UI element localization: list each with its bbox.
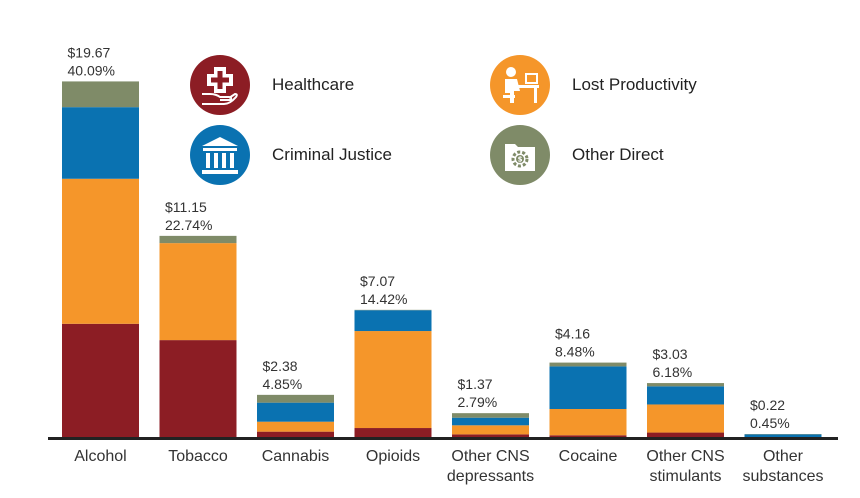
total-percent-label: 14.42% — [360, 291, 407, 307]
total-percent-label: 0.45% — [750, 415, 790, 431]
bar-1-other-direct — [159, 235, 237, 244]
category-label: depressants — [447, 468, 534, 485]
total-percent-label: 8.48% — [555, 344, 595, 360]
legend-label-healthcare: Healthcare — [272, 75, 355, 94]
total-percent-label: 6.18% — [653, 364, 693, 380]
bar-5-other-direct — [549, 362, 627, 367]
total-amount-label: $7.07 — [360, 273, 395, 289]
bar-5-criminal-justice — [549, 366, 627, 409]
bar-0-lost-productivity — [62, 178, 139, 324]
category-label: Cannabis — [262, 448, 330, 465]
bar-6-healthcare — [647, 432, 724, 438]
category-label: substances — [743, 468, 824, 485]
total-amount-label: $19.67 — [68, 44, 111, 60]
total-percent-label: 40.09% — [68, 62, 115, 78]
bar-0-healthcare — [62, 323, 139, 438]
legend-label-other-direct: Other Direct — [572, 145, 664, 164]
bar-2-other-direct — [257, 394, 334, 403]
legend-label-criminal-justice: Criminal Justice — [272, 145, 392, 164]
bar-4-other-direct — [452, 413, 529, 418]
category-label: Alcohol — [74, 448, 126, 465]
total-percent-label: 22.74% — [165, 217, 212, 233]
bar-5-lost-productivity — [549, 408, 627, 436]
category-labels-group: Alcohol Tobacco Cannabis Opioids Other CNS de… — [74, 448, 823, 485]
courthouse-icon — [190, 125, 250, 185]
worker-at-desk-icon — [490, 55, 550, 115]
total-amount-label: $11.15 — [165, 199, 207, 215]
bar-3-healthcare — [354, 428, 432, 438]
total-amount-label: $2.38 — [263, 358, 298, 374]
bar-2-criminal-justice — [257, 402, 334, 422]
healthcare-hand-cross-icon — [190, 55, 250, 115]
total-amount-label: $0.22 — [750, 397, 785, 413]
legend-label-lost-productivity: Lost Productivity — [572, 75, 697, 94]
bar-0-other-direct — [62, 81, 139, 108]
category-label: Other CNS — [451, 448, 529, 465]
legend-item-lost-productivity: Lost Productivity — [490, 55, 697, 115]
category-label: Opioids — [366, 448, 420, 465]
bar-0-criminal-justice — [62, 107, 139, 179]
svg-text:$: $ — [518, 156, 523, 164]
bar-3-criminal-justice — [354, 310, 432, 332]
category-label: Cocaine — [559, 448, 618, 465]
legend-item-healthcare: Healthcare — [190, 55, 354, 115]
value-labels-group: $19.67 40.09% $11.15 22.74% $2.38 4.85% $7.07 1… — [68, 44, 790, 431]
category-label: stimulants — [649, 468, 721, 485]
total-amount-label: $4.16 — [555, 326, 590, 342]
bar-1-healthcare — [159, 340, 237, 438]
bar-1-lost-productivity — [159, 243, 237, 341]
bar-6-other-direct — [647, 383, 724, 387]
total-percent-label: 4.85% — [263, 376, 303, 392]
bar-5-healthcare — [549, 435, 627, 438]
total-amount-label: $1.37 — [458, 376, 493, 392]
total-percent-label: 2.79% — [458, 394, 498, 410]
bars-group — [62, 81, 822, 438]
bar-4-criminal-justice — [452, 417, 529, 426]
bar-4-lost-productivity — [452, 425, 529, 435]
bar-2-healthcare — [257, 431, 334, 438]
folder-dollar-gear-icon: $ — [490, 125, 550, 185]
category-label: Tobacco — [168, 448, 228, 465]
bar-6-criminal-justice — [647, 386, 724, 405]
bar-7-criminal-justice — [744, 434, 822, 438]
bar-2-lost-productivity — [257, 421, 334, 432]
bar-4-healthcare — [452, 434, 529, 438]
legend-item-criminal-justice: Criminal Justice — [190, 125, 392, 185]
bar-6-lost-productivity — [647, 404, 724, 433]
total-amount-label: $3.03 — [653, 346, 688, 362]
category-label: Other — [763, 448, 804, 465]
category-label: Other CNS — [646, 448, 724, 465]
legend: Healthcare Lost Productivity — [190, 55, 750, 195]
bar-3-lost-productivity — [354, 331, 432, 429]
legend-item-other-direct: $ Other Direct — [490, 125, 664, 185]
